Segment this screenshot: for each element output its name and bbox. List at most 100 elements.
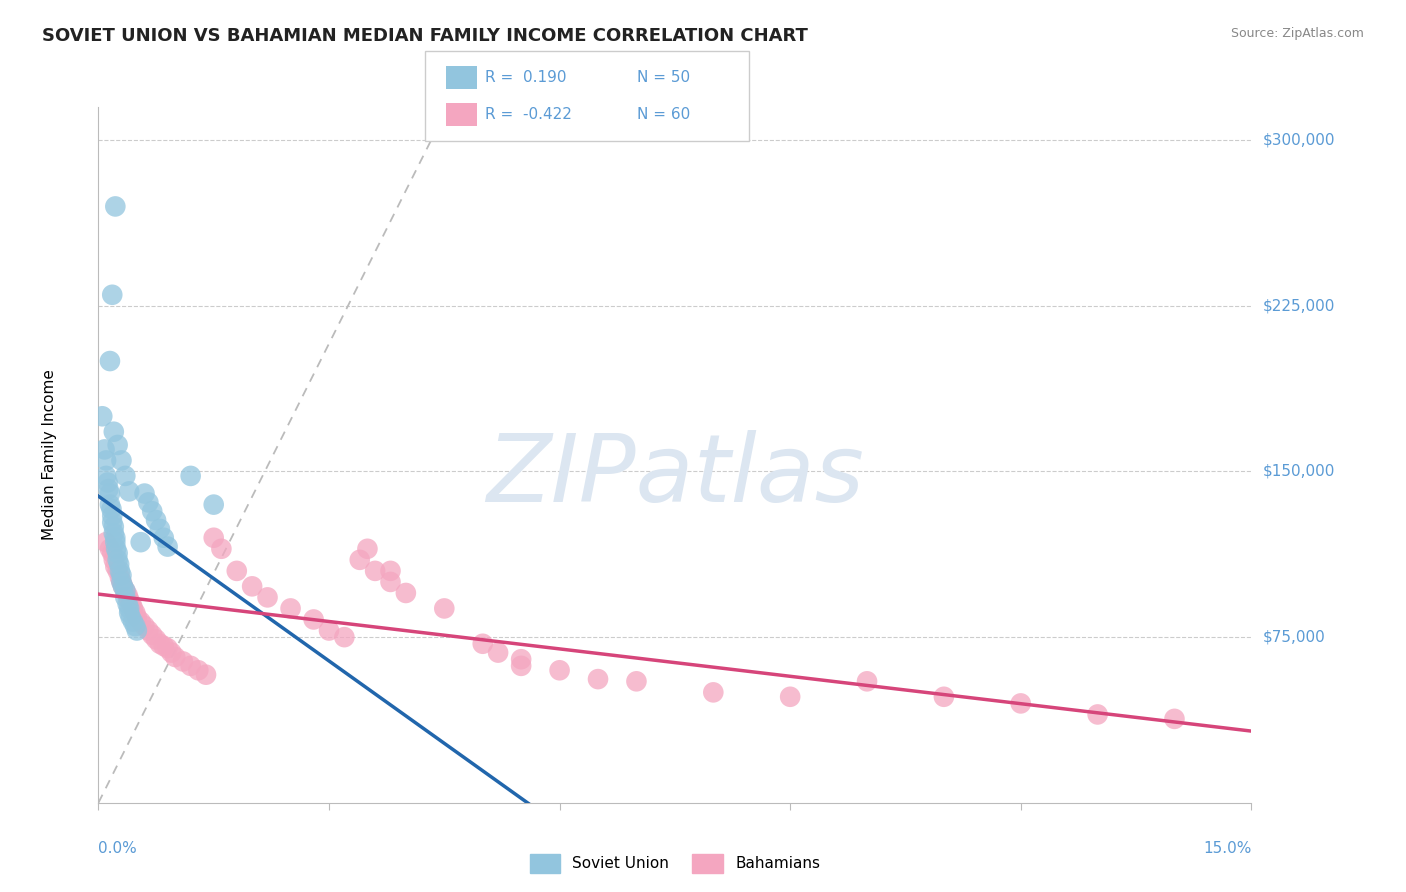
Point (94, 453, 117, 467)
Point (118, 606, 141, 620)
Point (110, 574, 132, 589)
Point (114, 583, 136, 598)
Point (195, 667, 218, 681)
Point (118, 601, 141, 615)
Point (98, 486, 121, 500)
Point (152, 531, 174, 545)
Point (100, 502, 122, 516)
Legend: Soviet Union, Bahamians: Soviet Union, Bahamians (523, 847, 827, 879)
Point (180, 469, 202, 483)
Point (107, 564, 129, 578)
Point (97, 475, 120, 490)
Point (395, 586, 418, 600)
Point (91, 409, 114, 424)
Point (586, 672, 609, 686)
Point (110, 574, 132, 589)
Point (118, 484, 141, 499)
Point (156, 540, 179, 554)
Point (129, 535, 152, 549)
Point (187, 663, 209, 677)
Point (134, 619, 156, 633)
Point (101, 516, 124, 530)
Point (380, 564, 402, 578)
Point (108, 558, 131, 572)
Point (114, 469, 136, 483)
Point (108, 570, 131, 584)
Point (134, 486, 156, 500)
Text: SOVIET UNION VS BAHAMIAN MEDIAN FAMILY INCOME CORRELATION CHART: SOVIET UNION VS BAHAMIAN MEDIAN FAMILY I… (42, 27, 808, 45)
Point (103, 425, 125, 439)
Point (114, 583, 136, 598)
Point (702, 685, 724, 699)
Point (98, 354, 121, 368)
Point (510, 652, 533, 666)
Point (156, 641, 179, 656)
Text: R =  -0.422: R = -0.422 (485, 107, 572, 122)
Point (380, 574, 402, 589)
Point (118, 592, 141, 607)
Point (1163, 712, 1185, 726)
Point (122, 615, 145, 629)
Point (145, 632, 167, 647)
Point (141, 504, 163, 518)
Text: ZIPatlas: ZIPatlas (486, 430, 863, 521)
Text: $75,000: $75,000 (1263, 630, 1326, 645)
Text: $225,000: $225,000 (1263, 298, 1336, 313)
Point (209, 541, 232, 556)
Point (94, 535, 117, 549)
Point (149, 637, 172, 651)
Point (103, 553, 125, 567)
Text: 15.0%: 15.0% (1204, 841, 1251, 856)
Point (1010, 697, 1032, 711)
Point (98, 498, 121, 512)
Point (129, 615, 152, 629)
Point (114, 591, 136, 605)
Point (165, 650, 187, 665)
Point (104, 531, 127, 545)
Point (101, 287, 124, 301)
Point (111, 579, 134, 593)
Point (120, 610, 142, 624)
Point (510, 658, 533, 673)
Point (117, 597, 139, 611)
Point (107, 546, 129, 560)
Point (124, 606, 146, 620)
Text: N = 60: N = 60 (637, 107, 690, 122)
Point (110, 453, 132, 467)
Point (349, 553, 371, 567)
Point (125, 624, 148, 638)
Point (152, 639, 174, 653)
Point (333, 630, 356, 644)
Point (138, 495, 160, 509)
Text: $300,000: $300,000 (1263, 133, 1336, 148)
Text: Median Family Income: Median Family Income (42, 369, 58, 541)
Point (172, 655, 194, 669)
Point (779, 690, 801, 704)
Point (149, 522, 172, 536)
Point (104, 199, 127, 213)
Point (124, 619, 146, 633)
Point (626, 674, 648, 689)
Point (318, 624, 340, 638)
Point (138, 624, 160, 638)
Point (101, 546, 124, 560)
Point (856, 674, 879, 689)
Point (104, 535, 127, 549)
Point (117, 588, 139, 602)
Point (302, 612, 325, 626)
Point (280, 601, 302, 615)
Point (103, 526, 125, 541)
Text: $150,000: $150,000 (1263, 464, 1336, 479)
Point (548, 663, 571, 677)
Point (932, 690, 955, 704)
Point (122, 601, 145, 615)
Point (145, 513, 167, 527)
Point (107, 553, 129, 567)
Point (110, 568, 132, 582)
Point (98, 541, 121, 556)
Text: 0.0%: 0.0% (98, 841, 138, 856)
Point (433, 601, 456, 615)
Point (93, 442, 115, 457)
Point (141, 628, 163, 642)
Text: N = 50: N = 50 (637, 70, 690, 85)
